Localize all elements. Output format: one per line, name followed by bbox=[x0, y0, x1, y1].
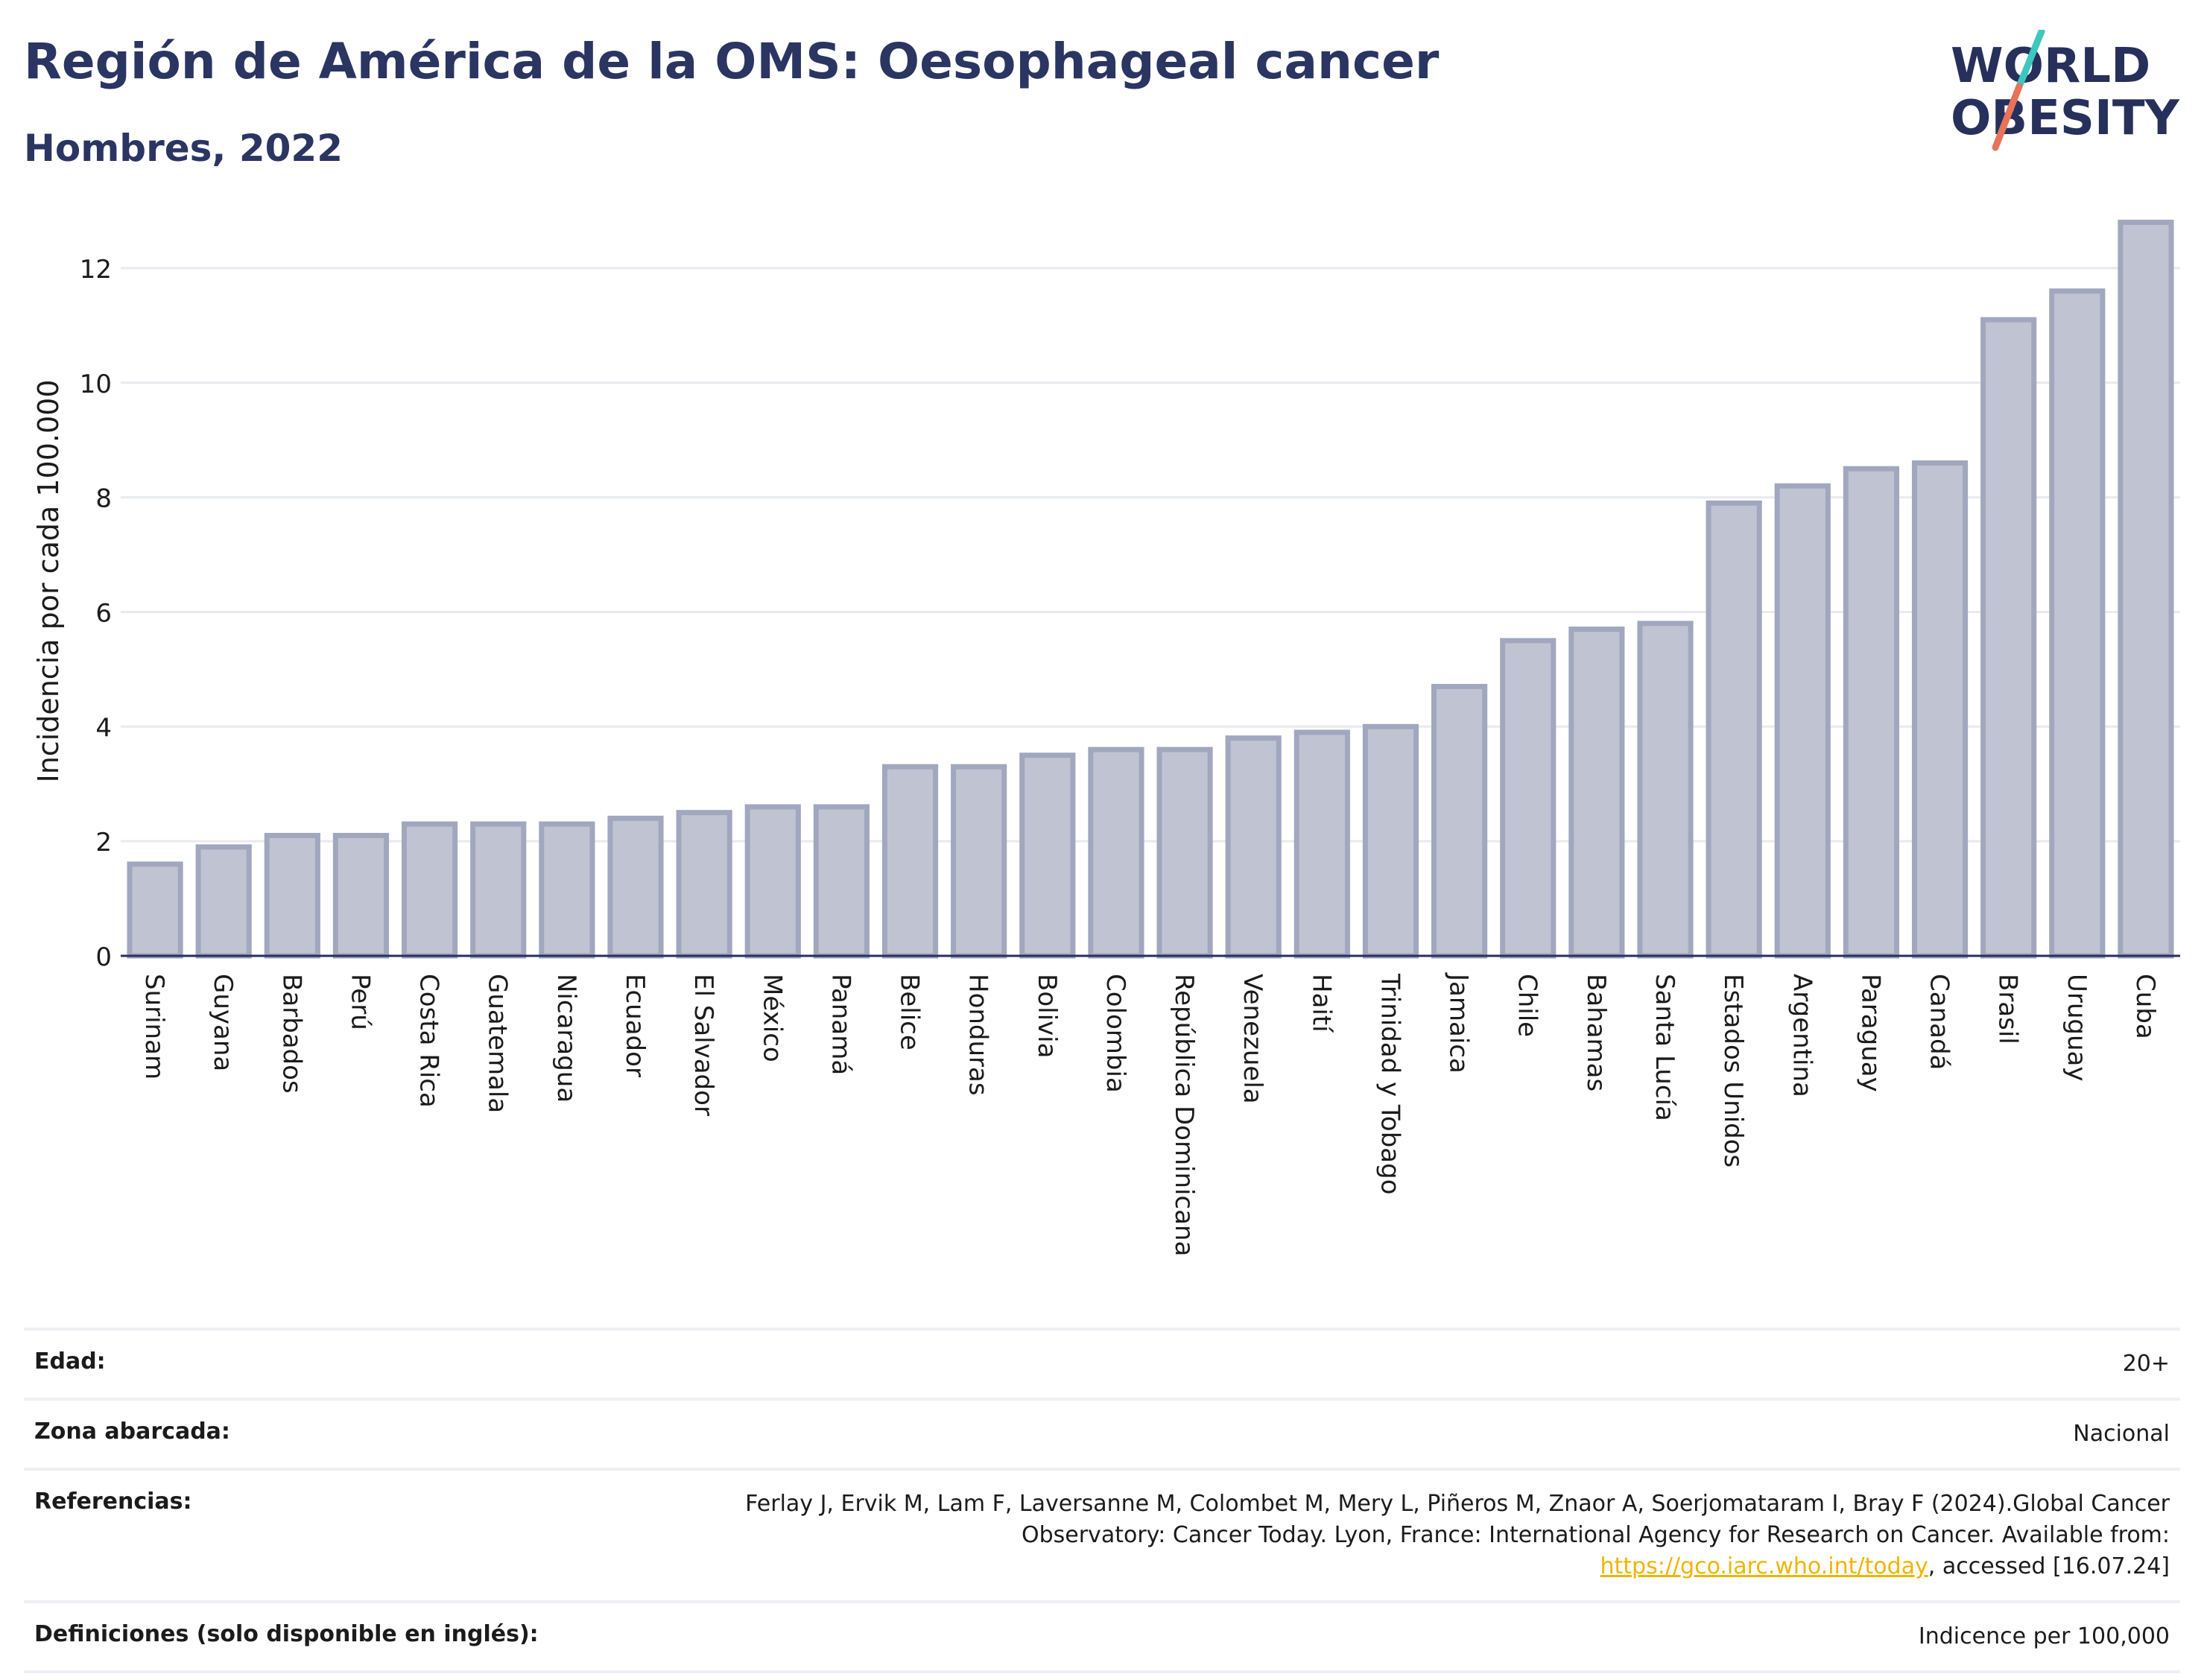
logo-line2: OBESITY bbox=[1951, 91, 2179, 146]
world-obesity-logo: WORLD OBESITY bbox=[1951, 30, 2179, 151]
x-tick-label: Surinam bbox=[139, 974, 169, 1080]
age-label: Edad: bbox=[34, 1348, 106, 1375]
y-axis-label: Incidencia por cada 100.000 bbox=[32, 379, 65, 782]
bar bbox=[1156, 747, 1213, 959]
bar bbox=[2049, 288, 2106, 959]
x-tick-label: Brasil bbox=[1993, 974, 2023, 1045]
age-value: 20+ bbox=[2122, 1351, 2170, 1377]
bar bbox=[744, 804, 801, 959]
bar bbox=[1019, 752, 1076, 959]
references-text: Ferlay J, Ervik M, Lam F, Laversanne M, … bbox=[745, 1491, 2170, 1548]
x-tick-label: Jamaica bbox=[1444, 972, 1474, 1074]
x-tick-label: Haití bbox=[1306, 974, 1336, 1033]
meta-row-age: Edad: 20+ bbox=[24, 1328, 2180, 1398]
bar bbox=[127, 861, 183, 959]
bar bbox=[1431, 683, 1488, 959]
metadata-table: Edad: 20+ Zona abarcada: Nacional Refere… bbox=[24, 1328, 2180, 1673]
bar bbox=[1362, 723, 1419, 959]
meta-row-area: Zona abarcada: Nacional bbox=[24, 1398, 2180, 1468]
x-tick-label: República Dominicana bbox=[1169, 974, 1199, 1256]
references-label: Referencias: bbox=[34, 1489, 192, 1515]
bars bbox=[127, 219, 2174, 959]
x-tick-label: Honduras bbox=[963, 974, 993, 1096]
x-tick-label: Estados Unidos bbox=[1718, 974, 1748, 1167]
x-tick-label: El Salvador bbox=[688, 974, 718, 1116]
bar bbox=[1225, 735, 1282, 959]
definitions-label: Definiciones (solo disponible en inglés)… bbox=[34, 1621, 539, 1647]
x-tick-label: Bolivia bbox=[1032, 974, 1062, 1058]
meta-row-references: Referencias: Ferlay J, Ervik M, Lam F, L… bbox=[24, 1468, 2180, 1600]
area-value: Nacional bbox=[2073, 1421, 2170, 1447]
bar bbox=[1774, 483, 1831, 959]
x-tick-label: Chile bbox=[1513, 974, 1542, 1037]
chart-title: Región de América de la OMS: Oesophageal… bbox=[24, 33, 1440, 90]
bar bbox=[881, 764, 939, 959]
area-label: Zona abarcada: bbox=[34, 1419, 230, 1445]
bar bbox=[607, 815, 664, 959]
y-tick-labels: 0 2 4 6 8 10 12 bbox=[80, 255, 112, 972]
x-tick-label: Guatemala bbox=[483, 974, 513, 1113]
bar bbox=[1500, 638, 1557, 959]
bar bbox=[1911, 460, 1969, 959]
x-tick-label: Bahamas bbox=[1581, 974, 1611, 1091]
references-value: Ferlay J, Ervik M, Lam F, Laversanne M, … bbox=[680, 1489, 2170, 1582]
chart-subtitle: Hombres, 2022 bbox=[24, 127, 343, 170]
bar bbox=[1843, 466, 1899, 959]
bar bbox=[539, 821, 595, 959]
y-tick-label: 2 bbox=[95, 828, 112, 858]
x-tick-label: México bbox=[757, 974, 787, 1062]
meta-row-definitions: Definiciones (solo disponible en inglés)… bbox=[24, 1600, 2180, 1673]
bar bbox=[1980, 317, 2037, 959]
x-tick-label: Costa Rica bbox=[414, 974, 444, 1108]
references-link[interactable]: https://gco.iarc.who.int/today bbox=[1600, 1553, 1928, 1579]
x-tick-label: Nicaragua bbox=[551, 974, 581, 1103]
x-tick-label: Belice bbox=[895, 974, 925, 1050]
x-tick-label: Panamá bbox=[826, 974, 855, 1075]
bar bbox=[332, 832, 390, 959]
bar-chart: 0 2 4 6 8 10 12 Surinam Guyana Barbados Perú Costa… bbox=[32, 219, 2180, 1256]
bar bbox=[951, 764, 1007, 959]
bar bbox=[470, 821, 527, 959]
logo-accent-teal bbox=[2015, 30, 2045, 90]
bar bbox=[264, 832, 320, 959]
bar bbox=[1706, 500, 1762, 959]
y-tick-label: 4 bbox=[95, 713, 112, 743]
x-tick-label: Perú bbox=[345, 974, 375, 1030]
bar bbox=[2118, 219, 2174, 959]
bar bbox=[1568, 627, 1625, 959]
bar bbox=[813, 804, 870, 959]
x-tick-label: Venezuela bbox=[1238, 974, 1267, 1104]
references-tail: , accessed [16.07.24] bbox=[1928, 1553, 2170, 1579]
bar bbox=[676, 810, 732, 959]
logo-accent-coral bbox=[1992, 83, 2023, 151]
x-tick-label: Barbados bbox=[276, 974, 306, 1094]
bar bbox=[1293, 729, 1350, 959]
bar bbox=[402, 821, 458, 959]
x-tick-label: Paraguay bbox=[1855, 974, 1885, 1092]
x-tick-label: Ecuador bbox=[620, 974, 650, 1077]
x-tick-label: Trinidad y Tobago bbox=[1375, 973, 1405, 1195]
x-tick-label: Canadá bbox=[1925, 974, 1954, 1070]
x-tick-label: Cuba bbox=[2130, 974, 2160, 1039]
x-tick-label: Uruguay bbox=[2062, 974, 2091, 1082]
y-tick-label: 8 bbox=[95, 484, 112, 514]
y-tick-label: 10 bbox=[80, 370, 112, 399]
x-tick-label: Argentina bbox=[1787, 974, 1817, 1097]
x-tick-label: Colombia bbox=[1101, 974, 1130, 1093]
grid-lines bbox=[121, 267, 2180, 843]
y-tick-label: 12 bbox=[80, 255, 112, 285]
y-tick-label: 0 bbox=[95, 942, 112, 972]
bar bbox=[195, 844, 252, 959]
y-tick-label: 6 bbox=[95, 598, 112, 628]
x-tick-labels: Surinam Guyana Barbados Perú Costa Rica Guate… bbox=[139, 972, 2160, 1256]
bar bbox=[1637, 621, 1694, 959]
definitions-value: Indicence per 100,000 bbox=[1918, 1623, 2170, 1649]
logo-line1: WORLD bbox=[1951, 39, 2150, 94]
bar bbox=[1088, 747, 1144, 959]
x-tick-label: Guyana bbox=[208, 974, 238, 1071]
x-tick-label: Santa Lucía bbox=[1650, 974, 1679, 1121]
